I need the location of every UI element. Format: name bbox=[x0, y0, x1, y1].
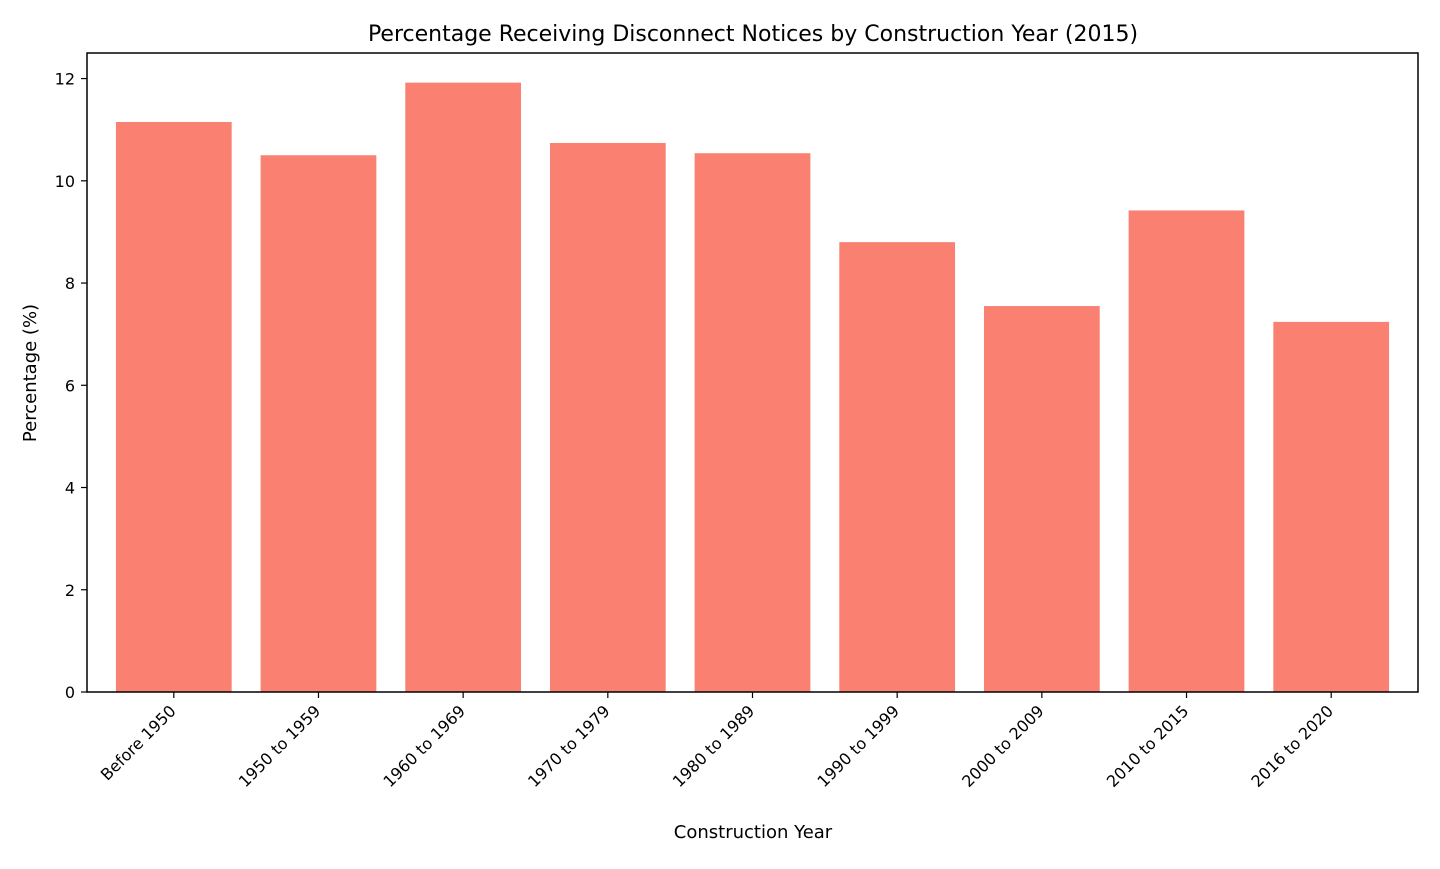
x-tick-label: 1990 to 1999 bbox=[813, 701, 903, 791]
x-tick-label: 1950 to 1959 bbox=[235, 701, 325, 791]
x-tick-label: Before 1950 bbox=[97, 701, 180, 784]
bar-2016-to-2020 bbox=[1273, 321, 1390, 692]
bar-1960-to-1969 bbox=[405, 82, 522, 692]
y-tick-label: 8 bbox=[65, 274, 75, 293]
x-tick-label: 1980 to 1989 bbox=[669, 701, 759, 791]
x-tick-label: 2010 to 2015 bbox=[1103, 701, 1193, 791]
bar-1980-to-1989 bbox=[694, 153, 811, 693]
x-tick-label: 2016 to 2020 bbox=[1247, 701, 1337, 791]
x-axis: Before 1950 1950 to 1959 1960 to 1969 1970 … bbox=[97, 692, 1337, 791]
y-axis-label: Percentage (%) bbox=[20, 304, 41, 442]
x-tick-label: 2000 to 2009 bbox=[958, 701, 1048, 791]
bar-2010-to-2015 bbox=[1128, 210, 1245, 693]
y-tick-label: 12 bbox=[55, 70, 75, 89]
y-tick-label: 0 bbox=[65, 683, 75, 702]
plot-frame bbox=[86, 52, 1419, 693]
bars-group bbox=[115, 82, 1390, 693]
x-tick-label: 1960 to 1969 bbox=[379, 701, 469, 791]
y-axis: 0 2 4 6 8 10 12 bbox=[55, 70, 87, 702]
bar-before-1950 bbox=[115, 122, 232, 692]
y-tick-label: 2 bbox=[65, 581, 75, 600]
x-tick-label: 1970 to 1979 bbox=[524, 701, 614, 791]
chart-title: Percentage Receiving Disconnect Notices … bbox=[368, 22, 1138, 47]
y-tick-label: 10 bbox=[55, 172, 75, 191]
bar-1970-to-1979 bbox=[549, 142, 666, 693]
bar-2000-to-2009 bbox=[983, 306, 1100, 692]
y-tick-label: 4 bbox=[65, 479, 75, 498]
y-tick-label: 6 bbox=[65, 376, 75, 395]
bar-1950-to-1959 bbox=[260, 155, 377, 693]
x-axis-label: Construction Year bbox=[674, 822, 833, 843]
bar-1990-to-1999 bbox=[839, 242, 956, 693]
